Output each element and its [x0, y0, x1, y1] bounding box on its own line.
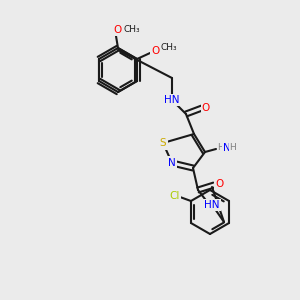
Text: Cl: Cl	[170, 191, 180, 201]
Text: O: O	[202, 103, 210, 113]
Text: H: H	[230, 143, 236, 152]
Text: O: O	[114, 25, 122, 35]
Text: N: N	[223, 143, 231, 153]
Text: CH₃: CH₃	[161, 43, 177, 52]
Text: S: S	[160, 138, 166, 148]
Text: CH₃: CH₃	[124, 26, 140, 34]
Text: HN: HN	[164, 95, 180, 105]
Text: N: N	[168, 158, 176, 168]
Text: O: O	[151, 46, 159, 56]
Text: O: O	[215, 179, 223, 189]
Text: HN: HN	[204, 200, 220, 210]
Text: H: H	[218, 143, 224, 152]
